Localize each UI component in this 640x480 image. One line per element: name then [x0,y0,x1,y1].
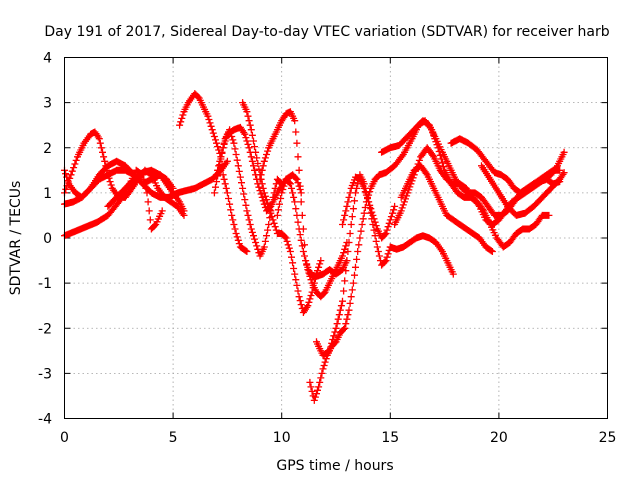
series-sat-n [339,173,399,242]
series-sat-h [213,126,286,260]
y-axis-label: SDTVAR / TECUs [8,181,24,296]
data-point-markers [447,135,564,197]
y-tick-label: 4 [43,51,52,67]
series-sat-m [313,171,394,359]
grid [64,57,608,419]
y-tick-label: -1 [38,276,52,292]
series-sat-l [306,171,383,404]
data-point-markers [397,162,496,255]
y-tick-label: 3 [43,96,52,112]
data-point-markers [478,162,568,219]
series-sat-e [104,166,188,215]
series-sat-s [397,162,496,255]
series-sat-r [386,232,457,278]
data-marks [61,90,568,404]
y-tick-label: 2 [43,141,52,157]
x-tick-label: 15 [381,430,399,446]
data-point-markers [313,171,394,359]
x-axis-label: GPS time / hours [276,458,393,474]
data-point-markers [213,126,286,260]
y-tick-label: 1 [43,186,52,202]
data-point-markers [339,173,399,242]
x-tick-label: 20 [490,430,508,446]
chart-title: Day 191 of 2017, Sidereal Day-to-day VTE… [44,24,609,40]
series-sat-u [478,162,568,219]
y-tick-label: -2 [38,321,52,337]
series-sat-f [176,90,251,255]
y-tick-label: 0 [43,231,52,247]
data-point-markers [104,166,188,215]
x-tick-label: 0 [60,430,69,446]
y-tick-label: -4 [38,412,52,428]
y-tick-label: -3 [38,366,52,382]
y-tick-labels: -4 -3 -2 -1 0 1 2 3 4 [38,51,52,428]
data-point-markers [176,90,251,255]
series-sat-t [447,135,564,197]
x-tick-labels: 0 5 10 15 20 25 [60,430,616,446]
x-tick-label: 10 [273,430,291,446]
data-point-markers [386,232,457,278]
plot-frame [64,57,608,419]
x-tick-label: 25 [599,430,617,446]
data-point-markers [306,171,383,404]
series-sat-k [273,175,351,301]
data-point-markers [273,175,351,301]
x-tick-label: 5 [169,430,178,446]
